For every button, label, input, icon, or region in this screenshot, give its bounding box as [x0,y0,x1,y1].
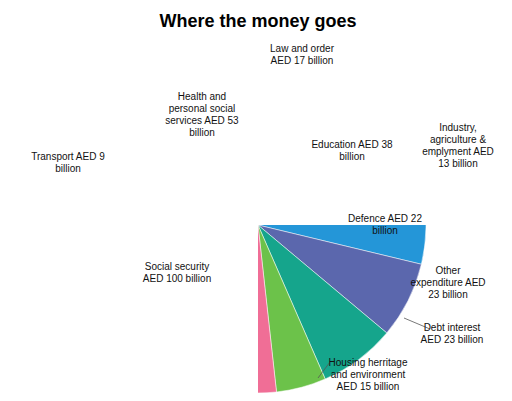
category-text: Health and [178,91,226,102]
label-line: Health and [178,91,226,102]
pie [258,225,426,393]
category-text: Industry, [439,122,477,133]
slice-label: Debt interestAED 23 billion [421,322,484,345]
label-line: billion [189,127,215,138]
value-label: AED 23 billion [421,334,484,345]
value-label: AED [471,146,494,157]
slice-label: Defence AED 22billion [348,213,422,236]
title: Where the money goes [159,11,356,31]
label-line: and environment [331,369,406,380]
slice-label: Industry,agriculture &emplyment AED13 bi… [422,122,494,169]
category-text: Social security [145,261,209,272]
value-label: AED 53 [202,115,239,126]
label-line: billion [339,151,365,162]
category-text: services [165,115,202,126]
value-label: billion [339,151,365,162]
value-label: AED 9 [74,151,106,162]
value-label: billion [189,127,215,138]
slice-label: Housing herritageand environmentAED 15 b… [329,357,408,392]
value-label: billion [55,163,81,174]
value-label: AED 38 [356,139,393,150]
label-line: Debt interest [424,322,481,333]
label-line: Industry, [439,122,477,133]
slice [258,225,277,393]
label-line: billion [372,225,398,236]
category-text: Debt interest [424,322,481,333]
label-line: AED 100 billion [143,273,211,284]
label-line: AED 23 billion [421,334,484,345]
value-label: AED [463,277,486,288]
label-line: AED 17 billion [271,55,334,66]
value-label: AED 15 billion [337,381,400,392]
label-line: Law and order [270,43,335,54]
label-line: agriculture & [430,134,486,145]
label-line: emplyment AED [422,146,494,157]
label-line: Education AED 38 [311,139,393,150]
category-text: Defence [348,213,386,224]
label-line: Social security [145,261,209,272]
category-text: personal social [169,103,236,114]
category-text: emplyment [422,146,471,157]
category-text: Transport [31,151,74,162]
slice-label: Law and orderAED 17 billion [270,43,335,66]
category-text: Housing herritage [329,357,408,368]
value-label: AED 22 [385,213,422,224]
label-line: Transport AED 9 [31,151,105,162]
category-text: Education [311,139,355,150]
slice-label: Otherexpenditure AED23 billion [410,265,485,300]
value-label: AED 17 billion [271,55,334,66]
value-label: 13 billion [438,158,477,169]
slice-label: Social securityAED 100 billion [143,261,211,284]
label-line: personal social [169,103,236,114]
value-label: AED 100 billion [143,273,211,284]
category-text: Other [435,265,461,276]
label-line: services AED 53 [165,115,239,126]
slice-label: Transport AED 9billion [31,151,105,174]
label-line: Defence AED 22 [348,213,422,224]
slice-label: Health andpersonal socialservices AED 53… [165,91,239,138]
chart: Where the money goes Law and orderAED 17 … [0,0,512,401]
label-line: 23 billion [428,289,467,300]
label-line: AED 15 billion [337,381,400,392]
label-line: billion [55,163,81,174]
value-label: 23 billion [428,289,467,300]
category-text: expenditure [410,277,463,288]
labels: Law and orderAED 17 billion Education AED… [31,43,494,392]
label-line: 13 billion [438,158,477,169]
value-label: billion [372,225,398,236]
label-line: expenditure AED [410,277,485,288]
slice-label: Education AED 38billion [311,139,393,162]
label-line: Housing herritage [329,357,408,368]
label-line: Other [435,265,461,276]
category-text: Law and order [270,43,335,54]
category-text: agriculture & [430,134,486,145]
category-text: and environment [331,369,406,380]
